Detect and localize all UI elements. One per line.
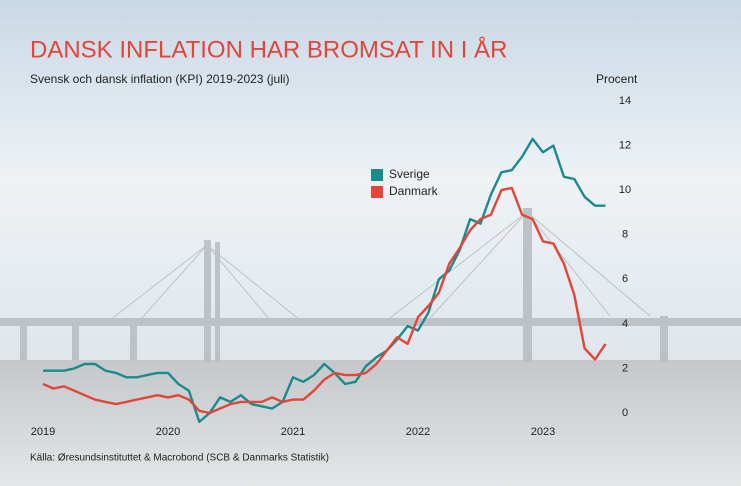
source: Källa: Øresundsinstituttet & Macrobond (… [30, 453, 329, 464]
y-tick-label: 4 [622, 318, 628, 330]
line [43, 137, 606, 424]
line [42, 186, 607, 415]
sky [0, 0, 741, 360]
y-tick-label: 14 [619, 95, 631, 107]
y-axis-label: Procent [596, 72, 638, 86]
x-tick-label: 2020 [156, 426, 180, 438]
y-tick-label: 2 [622, 362, 628, 374]
legend-swatch [371, 186, 383, 198]
y-tick-label: 8 [622, 229, 628, 241]
legend-label: Sverige [389, 167, 430, 181]
y-tick-label: 12 [619, 139, 631, 151]
x-tick-label: 2023 [531, 426, 555, 438]
sea [0, 360, 741, 486]
y-tick-label: 6 [622, 273, 628, 285]
y-tick-label: 10 [619, 184, 631, 196]
legend-swatch [371, 169, 383, 181]
x-tick-label: 2022 [406, 426, 430, 438]
bridge [0, 208, 741, 362]
y-tick-label: 0 [622, 407, 628, 419]
chart-subtitle: Svensk och dansk inflation (KPI) 2019-20… [30, 72, 289, 86]
x-tick-label: 2019 [31, 426, 55, 438]
legend-label: Danmark [389, 184, 439, 198]
x-tick-label: 2021 [281, 426, 305, 438]
chart-title: DANSK INFLATION HAR BROMSAT IN I ÅR [30, 35, 507, 63]
